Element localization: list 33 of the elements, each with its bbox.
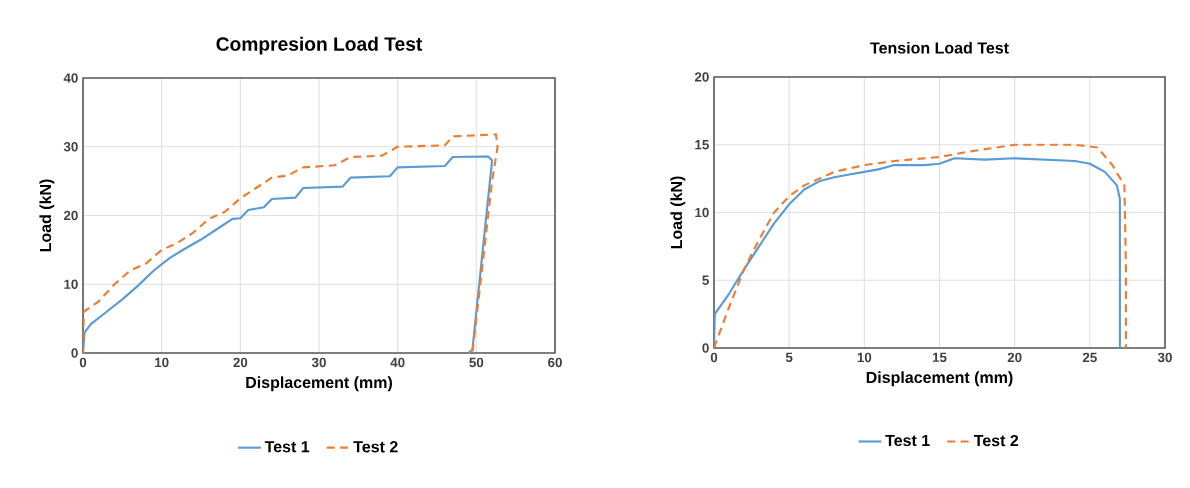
y-tick-label: 10 [64, 279, 78, 289]
legend-label: Test 1 [885, 434, 930, 447]
x-tick-label: 30 [311, 357, 326, 368]
chart-title: Tension Load Test [870, 41, 1009, 54]
y-tick-label: 0 [702, 343, 709, 353]
legend-label: Test 1 [264, 441, 310, 453]
x-axis-title: Displacement (mm) [866, 371, 1013, 387]
x-tick-label: 40 [390, 357, 405, 368]
y-tick-label: 30 [63, 142, 78, 152]
x-tick-label: 50 [469, 357, 484, 368]
legend-label: Test 2 [353, 441, 398, 453]
legend-label: Test 2 [973, 434, 1019, 447]
x-tick-label: 15 [932, 352, 947, 362]
chart-title: Compresion Load Test [216, 36, 423, 55]
y-tick-label: 20 [63, 210, 78, 221]
x-tick-label: 10 [155, 357, 169, 368]
y-tick-label: 10 [695, 207, 709, 218]
x-axis-title: Displacement (mm) [246, 376, 392, 392]
y-tick-label: 15 [695, 140, 709, 150]
x-tick-label: 20 [1007, 352, 1022, 363]
y-axis-title: Load (kN) [670, 176, 686, 249]
y-tick-label: 40 [63, 73, 78, 83]
x-tick-label: 10 [857, 352, 872, 363]
x-tick-label: 30 [1157, 352, 1172, 363]
x-tick-label: 20 [233, 357, 248, 368]
y-tick-label: 5 [702, 275, 709, 285]
x-tick-label: 5 [785, 352, 793, 362]
x-tick-label: 0 [79, 357, 87, 368]
x-tick-label: 60 [548, 357, 562, 368]
x-tick-label: 25 [1082, 352, 1097, 363]
y-axis-title: Load (kN) [39, 179, 55, 252]
y-tick-label: 20 [694, 72, 709, 82]
x-tick-label: 0 [710, 352, 718, 363]
